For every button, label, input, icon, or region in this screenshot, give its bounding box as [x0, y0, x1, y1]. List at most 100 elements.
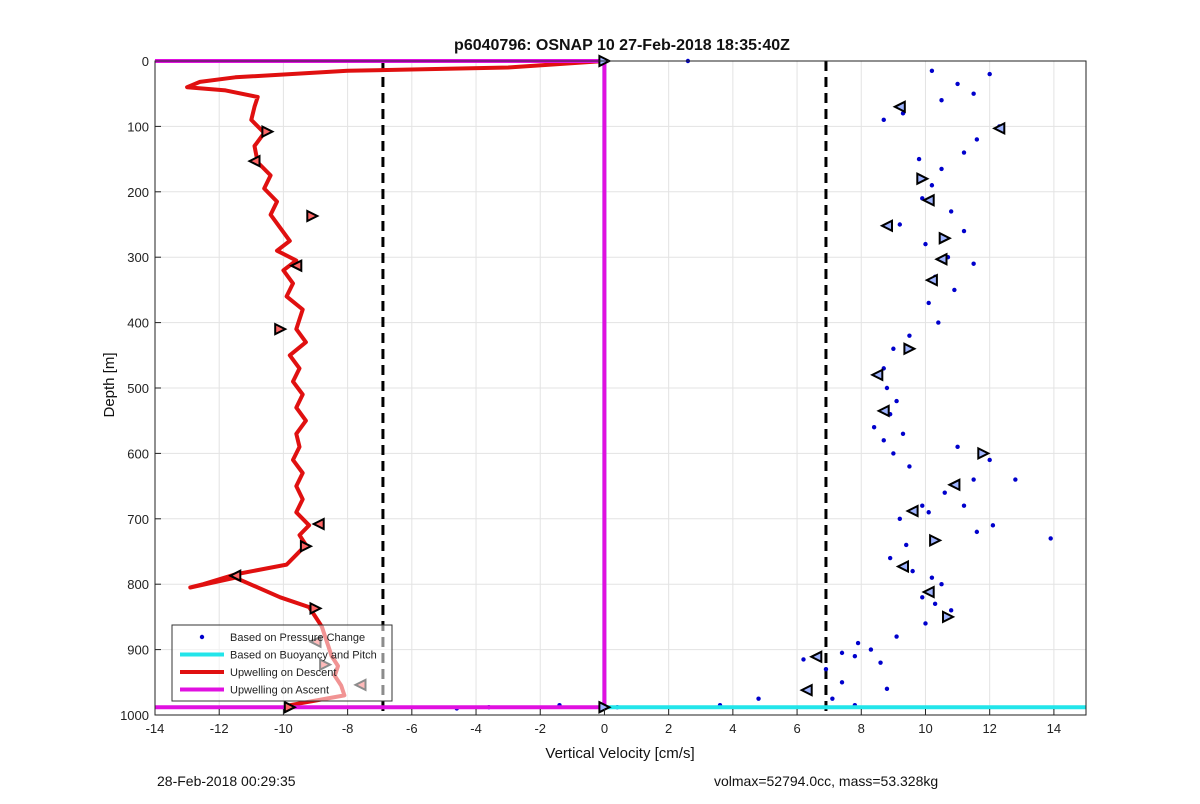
data-point — [923, 241, 928, 247]
descent-marker — [299, 539, 314, 553]
data-point — [961, 228, 967, 234]
data-point — [891, 451, 896, 456]
descent-marker — [306, 209, 320, 223]
data-point — [894, 398, 899, 404]
data-point — [904, 542, 909, 548]
data-point — [971, 261, 976, 266]
data-point — [948, 209, 954, 214]
ascent-marker — [942, 610, 956, 624]
ascent-marker — [876, 404, 890, 418]
legend-entry-label: Upwelling on Descent — [230, 667, 336, 679]
x-axis-label: Vertical Velocity [cm/s] — [545, 745, 694, 762]
x-tick-label: 2 — [665, 721, 672, 736]
y-tick-label: 400 — [127, 316, 149, 331]
data-point — [839, 650, 845, 656]
descent-marker — [274, 322, 288, 336]
x-tick-label: -8 — [342, 721, 354, 736]
data-point — [891, 346, 896, 351]
y-tick-label: 700 — [127, 512, 149, 527]
data-point — [801, 657, 806, 662]
data-point — [830, 696, 835, 701]
ascent-marker — [921, 585, 935, 599]
data-point — [942, 490, 947, 495]
y-tick-label: 600 — [127, 446, 149, 461]
data-point — [887, 555, 893, 561]
descent-marker — [283, 700, 298, 714]
data-point — [929, 68, 935, 74]
data-point — [987, 457, 992, 463]
x-tick-label: -6 — [406, 721, 418, 736]
ascent-marker — [916, 172, 930, 186]
data-point — [932, 601, 938, 607]
y-tick-label: 500 — [127, 381, 149, 396]
x-tick-label: 6 — [793, 721, 800, 736]
ascent-marker — [879, 219, 893, 233]
y-tick-label: 900 — [127, 643, 149, 658]
data-point — [948, 608, 954, 613]
data-point — [852, 653, 858, 659]
y-axis-label: Depth [m] — [101, 352, 118, 417]
descent-marker — [311, 517, 325, 531]
data-point — [920, 503, 925, 508]
data-point — [894, 634, 899, 639]
ascent-marker — [892, 100, 906, 114]
data-point — [939, 582, 944, 587]
descent-marker — [247, 154, 261, 168]
x-tick-label: 14 — [1047, 721, 1061, 736]
data-point — [868, 647, 874, 652]
data-point — [884, 686, 890, 692]
data-point — [926, 510, 931, 515]
ascent-marker — [921, 193, 935, 207]
y-tick-label: 800 — [127, 577, 149, 592]
data-point — [974, 137, 980, 142]
data-point — [878, 660, 883, 665]
y-tick-label: 100 — [127, 119, 149, 134]
data-point — [987, 71, 992, 77]
data-point — [871, 425, 877, 430]
x-tick-label: 8 — [858, 721, 865, 736]
ascent-marker — [992, 121, 1006, 136]
ascent-marker — [799, 683, 813, 697]
ascent-marker — [895, 559, 909, 574]
data-point — [1048, 536, 1053, 541]
data-point — [881, 117, 886, 123]
data-point — [897, 516, 902, 521]
data-point — [961, 503, 967, 508]
data-point — [923, 621, 928, 626]
ascent-marker — [938, 231, 952, 245]
data-point — [1013, 477, 1018, 482]
data-point — [955, 444, 960, 450]
data-point — [961, 150, 967, 155]
data-point — [884, 385, 890, 391]
x-tick-label: -12 — [210, 721, 229, 736]
ascent-marker — [977, 446, 991, 461]
data-point — [939, 166, 944, 172]
legend-entry-label: Upwelling on Ascent — [230, 685, 329, 697]
y-tick-label: 300 — [127, 250, 149, 265]
data-point — [897, 222, 902, 227]
x-tick-label: -4 — [470, 721, 482, 736]
data-point — [910, 568, 915, 574]
data-point — [939, 98, 944, 103]
ascent-marker — [924, 273, 938, 287]
data-point — [990, 523, 996, 528]
legend-swatch — [199, 634, 205, 640]
y-tick-label: 1000 — [120, 708, 149, 723]
ascent-marker — [905, 504, 919, 518]
data-point — [907, 464, 912, 469]
x-tick-label: 0 — [601, 721, 608, 736]
x-tick-label: 10 — [918, 721, 932, 736]
ascent-marker — [903, 342, 917, 356]
descent-marker — [261, 124, 275, 139]
ascent-marker — [870, 368, 884, 382]
data-point — [907, 333, 912, 338]
data-point — [855, 640, 861, 646]
descent-marker — [309, 601, 323, 616]
data-point — [936, 320, 941, 325]
x-tick-label: -2 — [534, 721, 546, 736]
x-tick-label: -10 — [274, 721, 293, 736]
footer-volmax-mass: volmax=52794.0cc, mass=53.328kg — [714, 773, 939, 789]
y-tick-label: 0 — [142, 54, 149, 69]
